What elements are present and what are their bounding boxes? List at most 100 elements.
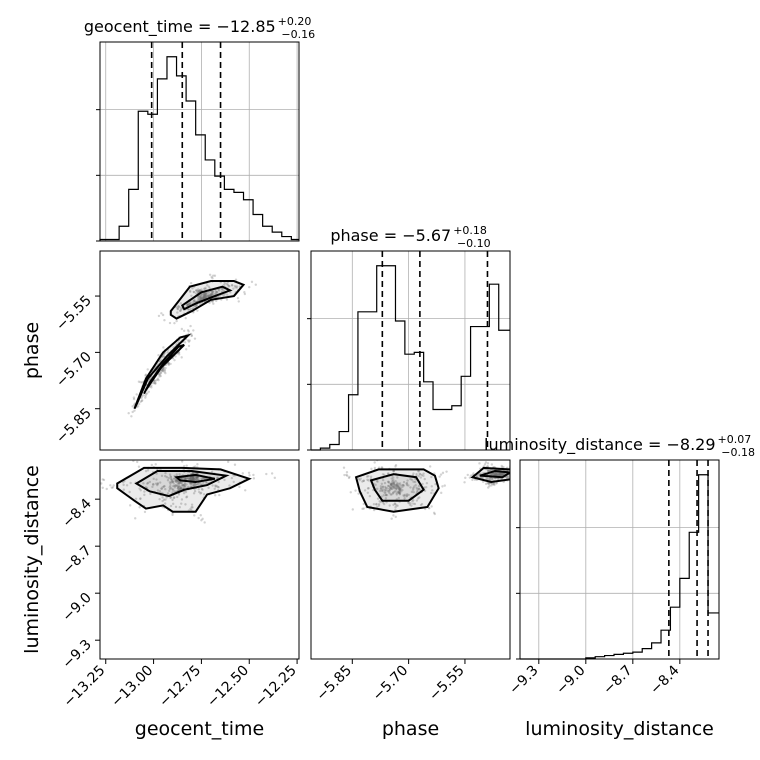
sample-point <box>202 287 206 290</box>
sample-point <box>189 476 193 479</box>
sample-point <box>381 488 385 491</box>
sample-point <box>135 393 138 396</box>
sample-point <box>179 477 183 480</box>
sample-point <box>180 485 183 488</box>
sample-point <box>187 302 191 306</box>
sample-point <box>171 480 174 483</box>
sample-point <box>208 273 212 277</box>
sample-point <box>478 462 481 465</box>
sample-point <box>376 497 380 500</box>
sample-point <box>174 505 178 509</box>
sample-point <box>440 491 443 495</box>
sample-point <box>190 294 193 297</box>
sample-point <box>389 493 392 496</box>
sample-point <box>397 491 401 495</box>
sample-point <box>513 473 515 475</box>
sample-point <box>410 504 413 507</box>
sample-point <box>486 477 489 480</box>
sample-point <box>144 469 148 473</box>
sample-point <box>232 287 235 290</box>
sample-point <box>204 292 208 295</box>
sample-point <box>127 412 130 415</box>
sample-point <box>498 473 502 476</box>
sample-point <box>184 485 187 489</box>
sample-point <box>512 481 514 483</box>
sample-point <box>196 295 200 299</box>
sample-point <box>494 472 498 475</box>
sample-point <box>499 473 502 476</box>
sample-point <box>417 487 421 491</box>
sample-point <box>203 521 206 524</box>
sample-point <box>495 473 498 476</box>
sample-point <box>499 474 502 477</box>
sample-point <box>357 477 361 481</box>
sample-point <box>431 489 434 492</box>
sample-point <box>128 490 131 494</box>
sample-point <box>185 464 188 467</box>
sample-point <box>169 482 172 485</box>
sample-point <box>389 488 392 491</box>
sample-point <box>392 514 395 517</box>
sample-point <box>167 362 170 366</box>
sample-point <box>232 474 235 477</box>
sample-point <box>486 469 490 473</box>
sample-point <box>192 492 196 495</box>
sample-point <box>395 493 398 496</box>
sample-point <box>179 486 182 490</box>
sample-point <box>138 506 141 509</box>
sample-point <box>343 473 346 477</box>
sample-point <box>211 300 214 303</box>
sample-point <box>392 481 396 485</box>
sample-point <box>390 483 393 487</box>
sample-point <box>203 296 207 299</box>
xlabel-phase: phase <box>382 718 439 740</box>
sample-point <box>173 358 176 362</box>
sample-point <box>174 479 178 482</box>
sample-point <box>176 479 179 482</box>
sample-point <box>201 517 204 521</box>
sample-point <box>383 488 387 491</box>
sample-point <box>441 471 445 475</box>
sample-point <box>494 473 498 476</box>
sample-point <box>381 485 385 488</box>
sample-point <box>517 478 519 480</box>
sample-point <box>507 476 510 479</box>
sample-point <box>156 378 159 381</box>
sample-point <box>180 327 184 331</box>
sample-point <box>397 491 400 494</box>
sample-point <box>389 486 392 489</box>
sample-point <box>177 485 181 488</box>
sample-point <box>193 484 196 487</box>
sample-point <box>513 473 515 475</box>
sample-point <box>180 481 183 485</box>
sample-point <box>154 463 157 466</box>
sample-point <box>190 477 194 481</box>
sample-point <box>176 481 179 484</box>
sample-point <box>172 502 175 506</box>
sample-point <box>365 475 369 478</box>
sample-point <box>174 479 177 483</box>
sample-point <box>176 307 180 310</box>
sample-point <box>217 289 221 292</box>
sample-point <box>168 487 172 491</box>
sample-point <box>154 482 158 485</box>
sample-point <box>166 351 169 354</box>
sample-point <box>131 410 134 414</box>
sample-point <box>230 284 234 287</box>
contour-2 <box>169 280 246 320</box>
sample-point <box>213 274 217 277</box>
sample-point <box>419 473 422 476</box>
sample-point <box>203 294 206 297</box>
sample-point <box>192 306 195 310</box>
sample-point <box>411 499 414 503</box>
sample-point <box>373 461 376 464</box>
sample-point <box>499 473 502 476</box>
sample-point <box>397 484 400 488</box>
scatter-panel-geocent_time-luminosity_distance <box>99 459 300 660</box>
sample-point <box>146 368 149 371</box>
scatter-panel-phase-luminosity_distance <box>310 459 519 660</box>
sample-point <box>393 502 397 505</box>
sample-point <box>391 485 395 489</box>
sample-point <box>389 483 393 486</box>
